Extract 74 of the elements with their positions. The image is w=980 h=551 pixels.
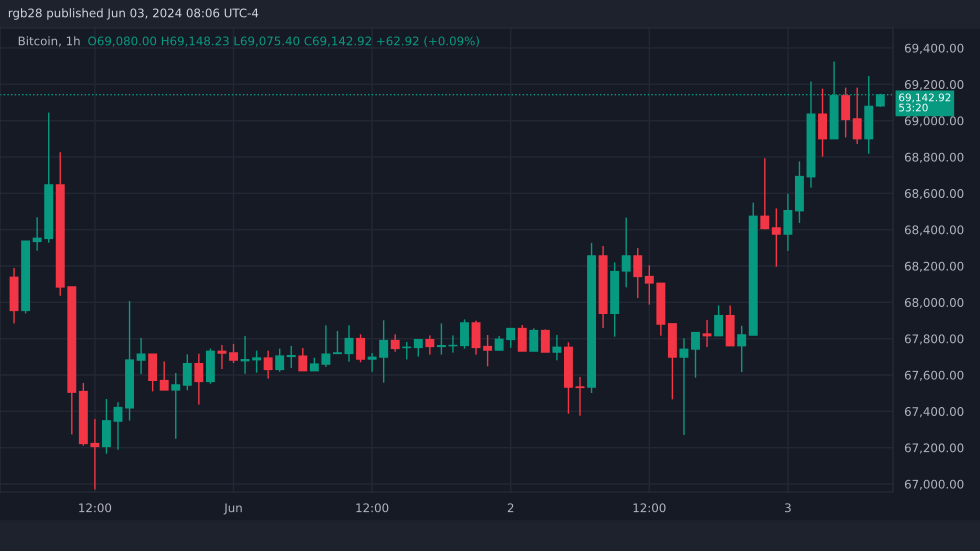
candlestick	[286, 345, 296, 369]
candlestick	[518, 324, 527, 352]
candlestick	[379, 320, 388, 384]
y-tick-label: 68,600.00	[904, 189, 964, 200]
y-tick-label: 67,800.00	[904, 334, 964, 345]
candlestick	[540, 328, 550, 353]
y-tick-label: 68,800.00	[904, 152, 964, 163]
candlestick	[32, 216, 42, 252]
candlestick	[182, 354, 192, 391]
candlestick	[691, 332, 700, 378]
candlestick	[772, 208, 781, 268]
candlestick	[332, 330, 342, 354]
candlestick	[240, 335, 250, 374]
candlestick	[414, 338, 423, 358]
candlestick	[460, 318, 469, 350]
candlestick	[275, 348, 284, 372]
y-tick-label: 68,400.00	[904, 225, 964, 236]
candlestick	[852, 86, 862, 145]
text: 53:20	[899, 104, 928, 112]
candlestick	[264, 350, 273, 380]
candlestick	[160, 360, 169, 391]
candlestick	[356, 334, 366, 363]
candlestick	[310, 357, 319, 372]
y-tick-label: 69,000.00	[904, 116, 964, 127]
y-tick-label: 68,200.00	[904, 262, 964, 272]
candlestick	[448, 334, 458, 354]
ref-line-label: 69,142.92	[899, 93, 950, 102]
candlestick	[737, 325, 746, 373]
y-tick-label: 67,200.00	[904, 443, 964, 454]
candlestick	[529, 328, 538, 352]
text: Bitcoin, 1h	[18, 36, 80, 47]
y-tick-label: 68,000.00	[904, 298, 964, 308]
candlestick	[702, 319, 712, 348]
candlestick	[194, 353, 204, 406]
y-tick-label: 67,400.00	[904, 407, 964, 418]
y-tick-label: 67,600.00	[904, 370, 964, 381]
candlestick	[483, 334, 492, 367]
candlestick	[436, 322, 446, 356]
candlestick	[783, 192, 792, 252]
candlestick	[644, 264, 654, 306]
candlestick	[390, 334, 400, 352]
candlestick	[171, 372, 180, 440]
x-tick-label: 3	[785, 503, 791, 512]
candlestick	[425, 334, 434, 356]
candlestick	[714, 304, 724, 337]
candlestick	[217, 344, 226, 370]
y-tick-label: 67,000.00	[904, 480, 964, 490]
y-tick-label: 69,400.00	[904, 44, 964, 54]
candlestick	[506, 328, 516, 348]
candlestick	[114, 402, 122, 450]
candlestick	[679, 338, 688, 436]
candlestick	[576, 376, 584, 416]
candlestick	[402, 341, 412, 360]
x-tick-label: 12:00	[79, 503, 112, 512]
y-tick-label: 69,200.00	[904, 80, 964, 90]
candlestick	[494, 335, 504, 351]
candlestick	[633, 247, 642, 299]
candlestick	[90, 418, 100, 490]
candlestick	[229, 343, 238, 364]
text: rgb28 published Jun 03, 2024 08:06 UTC-4	[8, 8, 258, 20]
x-tick-label: Jun	[224, 503, 242, 514]
x-tick-label: 12:00	[634, 503, 666, 512]
candlestick	[368, 352, 377, 372]
candlestick	[252, 350, 262, 374]
candlestick	[760, 158, 770, 230]
candlestick	[344, 324, 354, 362]
candlestick	[552, 334, 562, 361]
annotation: O69,080.00 H69,148.23 L69,075.40 C69,142.92 +62.92 (+0.09%)	[88, 36, 479, 47]
x-tick-label: 12:00	[356, 503, 388, 512]
candlestick	[622, 216, 631, 288]
candlestick	[136, 337, 146, 375]
x-tick-label: 2	[508, 503, 514, 512]
candlestick	[298, 347, 308, 372]
candlestick	[321, 324, 330, 368]
